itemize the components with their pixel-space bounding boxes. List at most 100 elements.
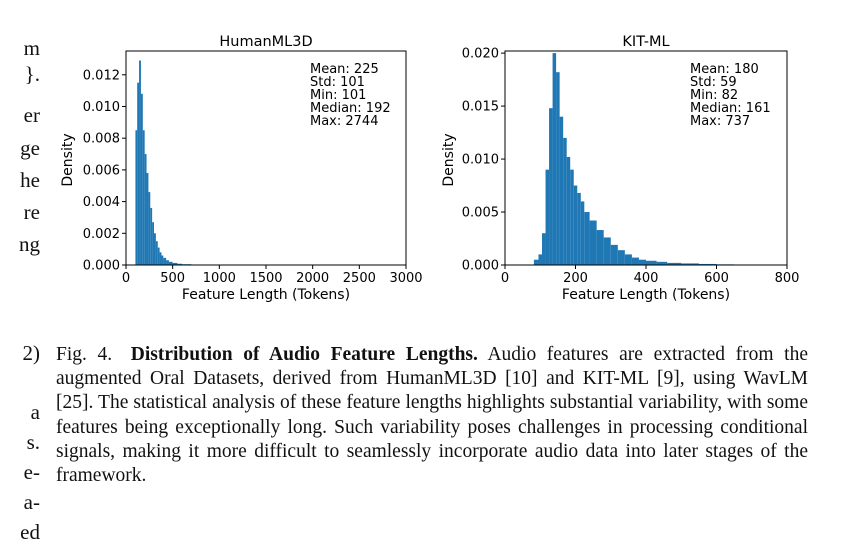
humanml3d-title: HumanML3D: [219, 34, 312, 50]
kitml-ytick-label: 0.015: [462, 100, 499, 115]
kitml-xtick-label: 0: [501, 271, 509, 286]
kitml-bar: [549, 108, 553, 266]
kitml-bar: [617, 250, 625, 265]
kitml-bar: [667, 262, 682, 265]
kitml-bar: [559, 116, 564, 265]
kitml-bar: [596, 230, 604, 265]
humanml3d-ytick-label: 0.012: [83, 68, 120, 83]
humanml3d-bar: [152, 222, 154, 265]
kitml-xtick-label: 800: [775, 271, 800, 286]
margin-text-fragment: 2): [22, 341, 41, 365]
kitml-stat-label: Mean: 180: [690, 62, 759, 77]
margin-text-fragment: re: [23, 200, 40, 224]
humanml3d-bar: [146, 173, 149, 265]
humanml3d-bar: [161, 255, 164, 265]
kitml-stat-label: Max: 737: [690, 114, 750, 129]
humanml3d-ytick-label: 0.002: [83, 227, 120, 242]
kitml-bar: [698, 263, 717, 265]
kitml-bar: [563, 137, 567, 265]
humanml3d-bar: [150, 207, 153, 265]
kitml-xlabel: Feature Length (Tokens): [562, 287, 730, 303]
humanml3d-bar: [148, 192, 151, 265]
humanml3d-xlabel: Feature Length (Tokens): [182, 287, 350, 303]
humanml3d-bar: [177, 263, 182, 265]
humanml3d-bar: [155, 241, 158, 265]
humanml3d-bar: [159, 252, 162, 265]
humanml3d-xtick-label: 1000: [203, 271, 236, 286]
caption-title: Distribution of Audio Feature Lengths.: [130, 344, 478, 365]
kitml-xtick-label: 400: [634, 271, 659, 286]
kitml-bar: [638, 259, 646, 265]
margin-text-fragment: e-: [23, 460, 40, 484]
kitml-title: KIT-ML: [622, 34, 669, 50]
humanml3d-xtick-label: 1500: [249, 271, 282, 286]
margin-text-fragment: a: [30, 400, 40, 424]
margin-text-fragment: ng: [19, 232, 40, 256]
kitml-bar: [577, 192, 581, 265]
caption-body: Audio features are extracted from the au…: [56, 344, 808, 487]
humanml3d-xtick-label: 2500: [343, 271, 376, 286]
humanml3d-bar: [172, 262, 178, 265]
humanml3d-bar: [142, 130, 145, 265]
kitml-bar: [566, 156, 571, 265]
humanml3d-bar: [137, 82, 140, 265]
kitml-stat-label: Std: 59: [690, 75, 737, 90]
kitml-stat-label: Min: 82: [690, 88, 738, 103]
kitml-bar: [646, 260, 657, 265]
humanml3d-bar: [154, 233, 156, 265]
kitml-bar: [538, 254, 543, 265]
humanml3d-bar: [157, 247, 160, 265]
kitml-ytick-label: 0.000: [462, 259, 499, 274]
humanml3d-ytick-label: 0.010: [83, 100, 120, 115]
margin-text-fragment: m: [23, 36, 40, 60]
left-column-text-fragments: m}. er ge he re ng 2) a s. e-a-ed: [0, 0, 40, 559]
kitml-bar: [681, 263, 699, 265]
kitml-bar: [656, 261, 668, 265]
humanml3d-ytick-label: 0.004: [83, 195, 120, 210]
humanml3d-ytick-label: 0.008: [83, 132, 120, 147]
kitml-bar: [584, 212, 590, 265]
humanml3d-bar: [139, 60, 141, 266]
kitml-bar: [603, 237, 611, 265]
kitml-bar: [589, 220, 597, 265]
humanml3d-stat-label: Min: 101: [310, 88, 366, 103]
kitml-bar: [624, 254, 632, 265]
humanml3d-xtick-label: 500: [160, 271, 185, 286]
humanml3d-bar: [168, 261, 173, 265]
humanml3d-ylabel: Density: [60, 133, 76, 186]
humanml3d-chart: HumanML3D Density Feature Length (Tokens…: [60, 34, 423, 303]
kitml-bar: [552, 53, 557, 266]
kitml-ylabel: Density: [441, 133, 457, 186]
humanml3d-stat-label: Max: 2744: [310, 114, 378, 129]
kitml-bar: [542, 233, 546, 265]
humanml3d-xtick-label: 3000: [389, 271, 422, 286]
kitml-bar: [545, 169, 550, 265]
kitml-bar: [610, 244, 618, 265]
margin-text-fragment: ge: [20, 136, 40, 160]
humanml3d-bar: [140, 93, 143, 265]
humanml3d-ytick-label: 0.000: [83, 259, 120, 274]
kitml-bar: [573, 185, 578, 265]
margin-text-fragment: }.: [24, 62, 40, 86]
humanml3d-bar: [166, 260, 169, 265]
kitml-bar: [556, 72, 560, 266]
kitml-xtick-label: 200: [563, 271, 588, 286]
kitml-bar: [570, 169, 574, 265]
kitml-xtick-label: 600: [704, 271, 729, 286]
kitml-bar: [533, 259, 539, 265]
humanml3d-bar: [135, 130, 138, 265]
humanml3d-stat-label: Median: 192: [310, 101, 391, 116]
kitml-bar: [580, 201, 585, 265]
humanml3d-bar: [144, 154, 147, 265]
margin-text-fragment: a-: [23, 490, 40, 514]
kitml-axes-frame: [504, 50, 788, 266]
humanml3d-axes-frame: [125, 50, 407, 266]
humanml3d-xtick-label: 2000: [296, 271, 329, 286]
margin-text-fragment: s.: [26, 430, 40, 454]
humanml3d-stat-label: Mean: 225: [310, 62, 379, 77]
kitml-chart: KIT-ML Density Feature Length (Tokens) 0…: [441, 34, 799, 303]
caption-figure-label: Fig. 4.: [56, 344, 113, 365]
kitml-ytick-label: 0.005: [462, 206, 499, 221]
kitml-ytick-label: 0.010: [462, 153, 499, 168]
kitml-bar: [631, 257, 639, 265]
